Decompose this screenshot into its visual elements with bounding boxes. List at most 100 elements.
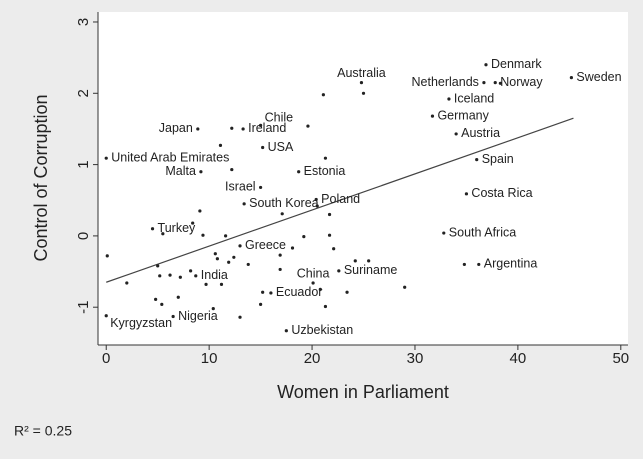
point xyxy=(361,91,366,95)
point xyxy=(493,80,497,85)
point xyxy=(314,197,318,202)
point xyxy=(475,158,479,162)
point xyxy=(315,204,319,208)
x-axis-title: Women in Parliament xyxy=(277,382,449,402)
point xyxy=(359,80,364,85)
point-label: Iceland xyxy=(454,91,494,105)
point-label: Japan xyxy=(159,121,193,135)
annotation: R² = 0.25 xyxy=(14,423,72,439)
point xyxy=(204,282,208,286)
point xyxy=(227,260,231,264)
point xyxy=(280,212,284,216)
point xyxy=(311,281,315,285)
point xyxy=(246,262,250,267)
point xyxy=(104,156,108,160)
point xyxy=(337,269,341,273)
trend-line xyxy=(106,117,574,283)
point xyxy=(259,185,263,190)
y-tick-label: 3 xyxy=(75,18,92,26)
point xyxy=(230,167,234,172)
point xyxy=(278,267,282,272)
point-label: Sweden xyxy=(576,70,621,84)
point-label: India xyxy=(201,268,228,282)
point xyxy=(211,307,215,311)
point xyxy=(218,143,223,147)
point xyxy=(241,127,245,131)
point xyxy=(430,114,435,118)
point xyxy=(198,209,202,213)
point xyxy=(442,231,446,235)
x-tick-label: 30 xyxy=(407,350,424,367)
point xyxy=(199,170,203,174)
point xyxy=(215,257,219,261)
point xyxy=(278,253,282,257)
point xyxy=(194,274,198,278)
x-tick-label: 50 xyxy=(612,350,629,367)
point xyxy=(196,127,200,131)
point xyxy=(269,291,273,295)
point xyxy=(261,145,265,150)
point xyxy=(327,233,332,237)
point-label: Malta xyxy=(165,164,196,178)
point-label: South Africa xyxy=(449,225,516,239)
point xyxy=(171,314,175,319)
y-tick-label: -1 xyxy=(75,301,92,314)
point-label: Poland xyxy=(321,192,360,206)
point xyxy=(178,275,182,279)
point xyxy=(238,244,242,248)
point xyxy=(104,314,108,318)
point xyxy=(168,273,172,277)
point xyxy=(158,274,162,278)
point xyxy=(482,80,486,85)
point xyxy=(323,156,328,160)
point xyxy=(332,247,336,251)
point-label: Ireland xyxy=(248,121,286,135)
point xyxy=(302,235,306,239)
point-label: Australia xyxy=(337,66,386,80)
point xyxy=(261,290,265,294)
point-label: Chile xyxy=(265,111,294,125)
point xyxy=(176,295,180,299)
point xyxy=(230,126,234,130)
x-tick-label: 10 xyxy=(201,350,218,367)
point xyxy=(345,290,349,294)
point xyxy=(156,264,160,268)
point xyxy=(327,212,332,217)
point-label: Turkey xyxy=(158,221,196,235)
point-label: Costa Rica xyxy=(471,186,532,200)
point-label: Uzbekistan xyxy=(291,323,353,337)
point xyxy=(367,259,371,263)
y-tick-label: 0 xyxy=(75,232,92,240)
point xyxy=(105,254,109,258)
point xyxy=(259,123,263,127)
x-tick-label: 0 xyxy=(102,350,110,367)
point xyxy=(154,297,158,301)
point-label: Kyrgyzstan xyxy=(110,316,172,330)
point xyxy=(161,232,165,236)
point-label: Greece xyxy=(245,238,286,252)
point xyxy=(323,304,328,309)
point-label: China xyxy=(297,266,330,280)
plot-area xyxy=(98,12,628,345)
point-label: Estonia xyxy=(304,164,346,178)
point xyxy=(353,259,357,263)
point-label: USA xyxy=(268,140,294,154)
point xyxy=(477,262,481,267)
point xyxy=(189,269,193,273)
point xyxy=(403,285,407,289)
point xyxy=(321,93,325,97)
x-tick-label: 20 xyxy=(304,350,321,367)
point xyxy=(462,262,466,267)
y-axis-title: Control of Corruption xyxy=(31,94,51,261)
point-label: Denmark xyxy=(491,57,542,71)
point-label: Netherlands xyxy=(412,75,479,89)
point xyxy=(238,315,242,319)
point xyxy=(284,329,288,333)
point xyxy=(290,246,295,250)
point xyxy=(259,302,263,306)
point xyxy=(224,234,228,238)
y-tick-label: 2 xyxy=(75,89,92,97)
point xyxy=(447,97,451,101)
x-tick-label: 40 xyxy=(510,350,527,367)
point-label: Norway xyxy=(500,75,543,89)
